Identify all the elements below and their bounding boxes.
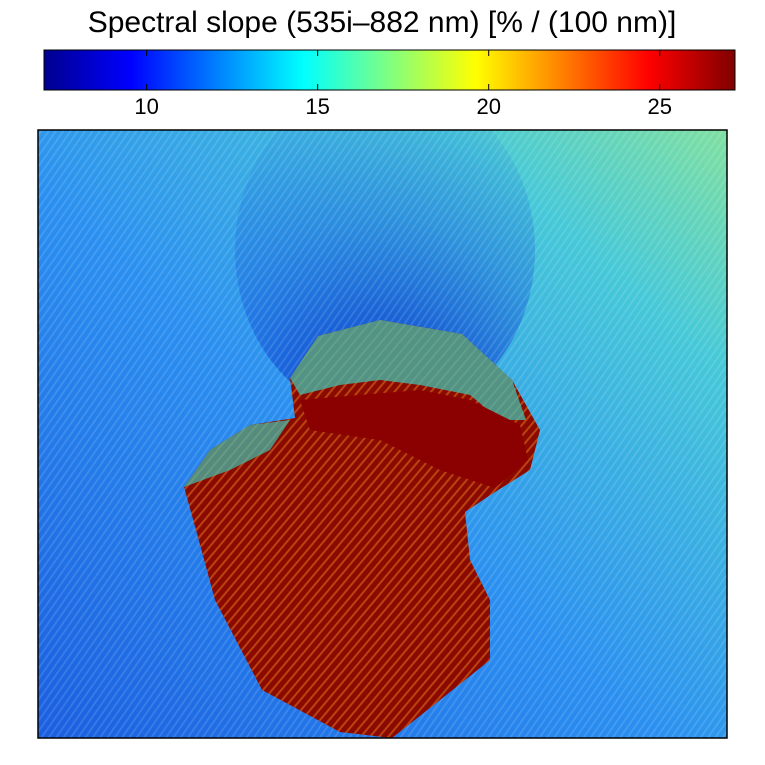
- image-frame: [37, 129, 728, 739]
- image: [38, 130, 727, 738]
- nucleus-dark: [300, 390, 528, 488]
- nucleus-rim: [184, 420, 290, 487]
- colorbar-tick-label: 25: [648, 94, 672, 119]
- colorbar-tick-label: 15: [305, 94, 329, 119]
- colorbar: [43, 49, 736, 91]
- nucleus-rim: [290, 320, 526, 420]
- colorbar-tick-label: 10: [134, 94, 158, 119]
- colorbar-tick-label: 20: [476, 94, 500, 119]
- chart-title: Spectral slope (535i–882 nm) [% / (100 n…: [88, 6, 677, 39]
